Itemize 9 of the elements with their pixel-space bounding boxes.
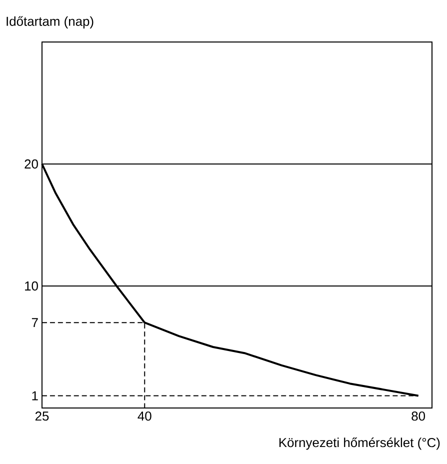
y-axis-title: Időtartam (nap) [6, 16, 94, 28]
x-tick-label: 80 [412, 412, 426, 421]
y-tick-label: 10 [25, 281, 38, 291]
x-tick-label: 40 [138, 412, 152, 421]
x-axis-title: Környezeti hőmérséklet (°C) [279, 438, 440, 450]
y-tick-label: 7 [32, 318, 38, 328]
x-tick-label: 25 [35, 412, 49, 421]
y-tick-label: 1 [32, 391, 38, 400]
y-tick-label: 20 [24, 159, 38, 169]
